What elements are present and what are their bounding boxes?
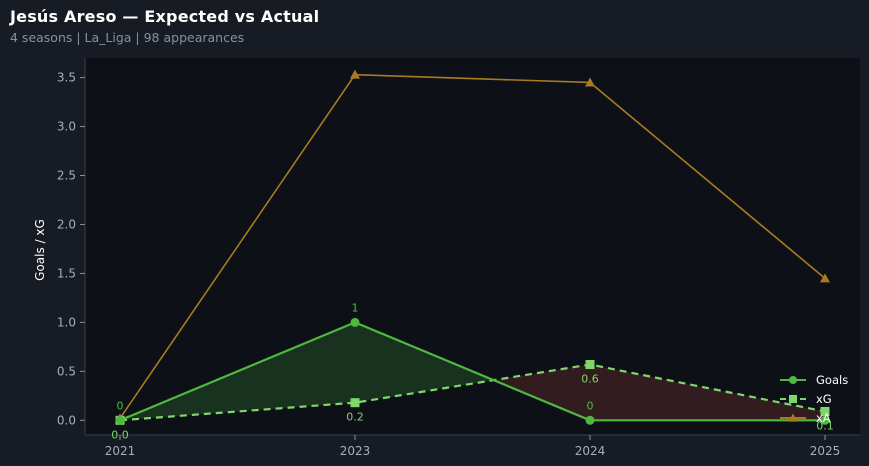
- goals-point: [585, 415, 595, 425]
- xg-data-label: 0.0: [111, 428, 129, 441]
- y-tick-label: 2.0: [57, 217, 76, 231]
- goals-series-line: [119, 321, 825, 422]
- legend-goals-label: Goals: [816, 373, 848, 387]
- goals-point: [820, 415, 830, 425]
- x-tick-label: 2024: [575, 444, 606, 458]
- goals-data-label: 1: [352, 301, 359, 314]
- xg-data-label: 0.2: [346, 411, 364, 424]
- x-tick-label: 2021: [105, 444, 136, 458]
- goals-above-xg-fill: [355, 322, 494, 403]
- xg-series-line: [119, 363, 826, 422]
- goals-point: [115, 415, 125, 425]
- legend-xa-marker: [788, 413, 798, 422]
- xa-series-line: [119, 73, 826, 419]
- y-tick-label: 3.0: [57, 120, 76, 134]
- goals-below-xg-fill: [590, 364, 825, 421]
- y-tick-label: 0.5: [57, 364, 76, 378]
- goals-data-label: 0: [117, 399, 124, 412]
- xg-point: [350, 398, 360, 408]
- goals-data-label: 0: [587, 399, 594, 412]
- y-tick-label: 1.0: [57, 315, 76, 329]
- y-axis-label: Goals / xG: [33, 219, 47, 281]
- goals-below-xg-fill: [493, 364, 590, 421]
- legend-goals-marker: [789, 376, 797, 384]
- legend-xg-marker: [789, 395, 797, 403]
- xg-point: [820, 406, 830, 416]
- chart-legend: Goals xG xA: [780, 373, 848, 425]
- xa-point: [820, 273, 830, 283]
- y-tick-label: 1.5: [57, 266, 76, 280]
- legend-xa-label: xA: [816, 411, 831, 425]
- xg-data-label: 0.1: [816, 419, 834, 432]
- xg-data-label: 0.6: [581, 372, 599, 385]
- chart-title: Jesús Areso — Expected vs Actual: [10, 7, 320, 26]
- goals-point: [350, 317, 360, 327]
- y-tick-label: 2.5: [57, 169, 76, 183]
- x-tick-label: 2023: [340, 444, 371, 458]
- legend-xg-label: xG: [816, 392, 832, 406]
- chart-subtitle: 4 seasons | La_Liga | 98 appearances: [10, 30, 245, 45]
- y-tick-label: 0.0: [57, 413, 76, 427]
- xa-point: [350, 69, 360, 79]
- xa-point: [585, 77, 595, 87]
- y-tick-label: 3.5: [57, 71, 76, 85]
- xg-point: [585, 359, 595, 369]
- x-tick-label: 2025: [810, 444, 841, 458]
